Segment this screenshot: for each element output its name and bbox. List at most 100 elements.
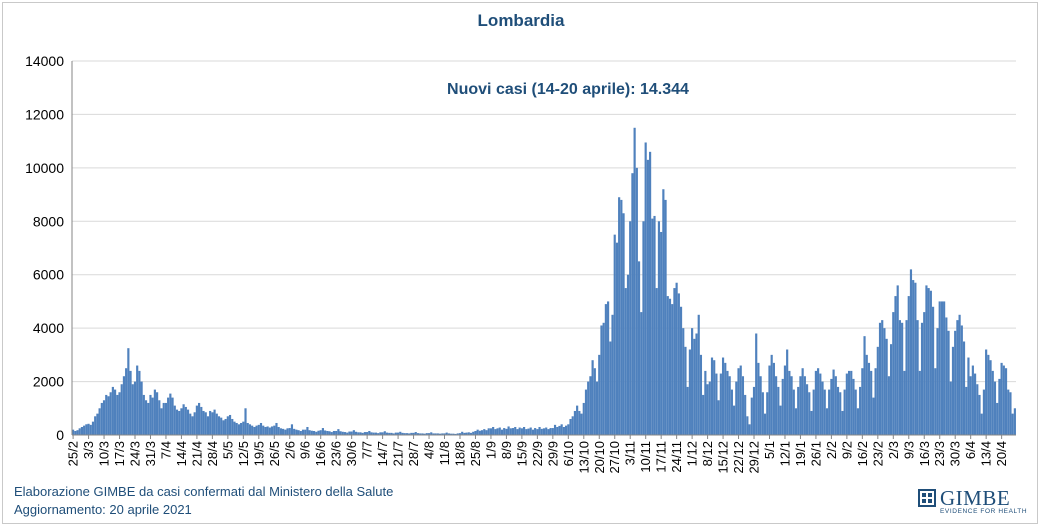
bar bbox=[841, 410, 844, 435]
bar bbox=[649, 151, 652, 435]
bar bbox=[525, 429, 528, 435]
bar bbox=[721, 357, 725, 435]
y-tick-label: 12000 bbox=[25, 106, 64, 122]
bar bbox=[352, 430, 355, 435]
x-tick-label: 2/3 bbox=[886, 441, 901, 459]
x-tick-label: 19/1 bbox=[793, 441, 808, 466]
y-tick-label: 14000 bbox=[25, 53, 64, 69]
bar bbox=[954, 330, 957, 435]
bar bbox=[467, 432, 470, 435]
bar bbox=[920, 322, 924, 435]
bar bbox=[666, 296, 669, 435]
bar bbox=[211, 412, 214, 435]
bar bbox=[763, 413, 767, 435]
bar bbox=[237, 424, 240, 435]
bar bbox=[330, 432, 333, 435]
bar bbox=[642, 221, 645, 435]
x-tick-label: 25/8 bbox=[468, 441, 483, 466]
x-tick-label: 18/8 bbox=[452, 441, 467, 466]
bar bbox=[220, 417, 223, 435]
bar bbox=[810, 410, 813, 435]
bar bbox=[843, 389, 846, 435]
bar bbox=[1000, 362, 1003, 435]
bar bbox=[312, 430, 316, 435]
bar bbox=[682, 328, 685, 435]
bar bbox=[72, 429, 75, 435]
bar bbox=[708, 381, 711, 435]
footer-updated: Aggiornamento: 20 aprile 2021 bbox=[14, 502, 192, 517]
bar bbox=[786, 349, 789, 435]
bar bbox=[147, 402, 150, 435]
bar bbox=[943, 301, 946, 435]
bar bbox=[553, 424, 557, 435]
bar bbox=[688, 349, 691, 435]
bar bbox=[361, 432, 364, 435]
y-tick-label: 8000 bbox=[33, 213, 64, 229]
x-tick-label: 24/3 bbox=[128, 441, 143, 466]
bar bbox=[527, 428, 530, 435]
bar bbox=[286, 428, 289, 435]
bar bbox=[591, 360, 594, 435]
bar bbox=[885, 338, 888, 435]
bar bbox=[164, 402, 168, 435]
x-tick-label: 5/1 bbox=[762, 441, 777, 459]
bar bbox=[288, 428, 291, 435]
bar bbox=[368, 430, 371, 435]
bar bbox=[664, 199, 667, 435]
bar bbox=[870, 370, 873, 435]
bar bbox=[191, 416, 194, 435]
bar bbox=[394, 432, 397, 435]
bar bbox=[231, 418, 234, 435]
bar bbox=[151, 397, 154, 435]
bar bbox=[571, 416, 574, 435]
bar bbox=[931, 306, 935, 435]
bar bbox=[584, 389, 588, 435]
bar bbox=[706, 384, 709, 435]
bar bbox=[894, 296, 897, 435]
bar bbox=[496, 428, 499, 435]
bar bbox=[629, 221, 632, 435]
bar bbox=[297, 430, 300, 435]
bar bbox=[794, 408, 798, 435]
bar bbox=[153, 389, 156, 435]
bar bbox=[976, 384, 979, 435]
bar bbox=[615, 242, 619, 435]
x-tick-label: 7/7 bbox=[360, 441, 375, 459]
bar bbox=[432, 433, 435, 435]
bar bbox=[346, 432, 349, 435]
bar bbox=[264, 426, 267, 435]
bar bbox=[728, 376, 731, 435]
bar bbox=[461, 431, 464, 435]
bar bbox=[710, 357, 714, 435]
bar bbox=[366, 432, 369, 435]
weekly-cases-annotation: Nuovi casi (14-20 aprile): 14.344 bbox=[447, 81, 689, 98]
x-tick-label: 20/4 bbox=[994, 441, 1009, 466]
bar bbox=[427, 433, 431, 435]
bar bbox=[790, 376, 793, 435]
bar bbox=[447, 433, 450, 435]
x-tick-label: 2/6 bbox=[282, 441, 297, 459]
bar bbox=[500, 429, 504, 435]
y-tick-label: 2000 bbox=[33, 374, 64, 390]
bar bbox=[817, 368, 820, 435]
bar bbox=[1002, 365, 1005, 435]
bar bbox=[235, 422, 238, 435]
bar bbox=[671, 304, 674, 435]
x-tick-label: 16/6 bbox=[313, 441, 328, 466]
bar bbox=[861, 368, 864, 435]
bar bbox=[578, 410, 581, 435]
bar bbox=[273, 425, 276, 435]
x-tick-label: 25/2 bbox=[66, 441, 81, 466]
bar bbox=[200, 406, 203, 435]
bar bbox=[131, 384, 134, 435]
bar bbox=[912, 280, 915, 435]
bar bbox=[646, 159, 649, 435]
bar bbox=[483, 429, 486, 435]
bar bbox=[120, 384, 123, 435]
bar bbox=[934, 368, 937, 435]
bar bbox=[388, 432, 391, 435]
bar bbox=[107, 396, 110, 435]
x-tick-label: 16/2 bbox=[855, 441, 870, 466]
bar bbox=[270, 426, 274, 435]
